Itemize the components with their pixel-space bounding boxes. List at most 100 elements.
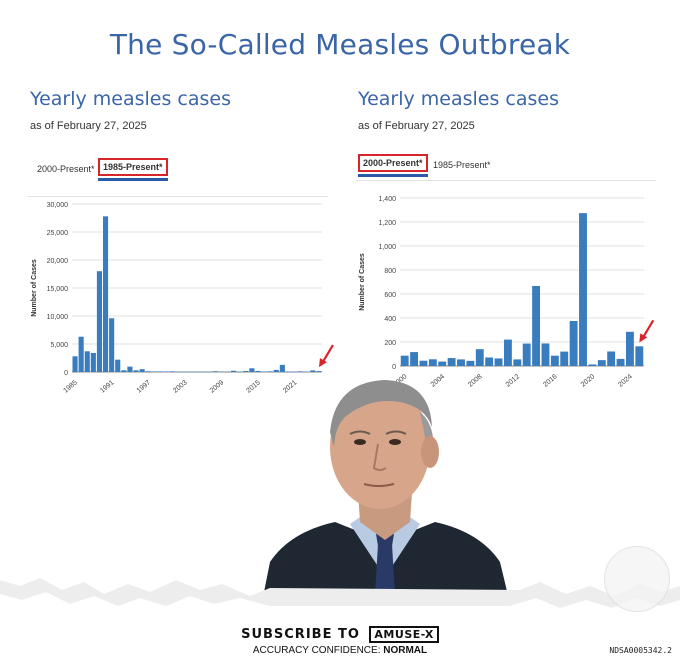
bar — [447, 358, 456, 366]
red-arrow-icon — [639, 319, 655, 343]
y-tick-label: 15,000 — [47, 286, 69, 293]
bar — [310, 370, 316, 372]
red-arrow-icon — [318, 344, 334, 368]
subscribe-banner[interactable]: SUBSCRIBE TO AMUSE-X — [0, 626, 680, 643]
bar — [410, 352, 419, 366]
bar — [109, 318, 115, 372]
bar — [522, 343, 531, 366]
bar — [200, 371, 206, 373]
bar — [560, 351, 569, 366]
bar — [625, 331, 634, 366]
y-tick-label: 0 — [392, 364, 396, 371]
tab-2000-present[interactable]: 2000-Present* — [37, 164, 95, 174]
y-tick-label: 0 — [64, 370, 68, 377]
bar — [550, 355, 559, 366]
bar — [139, 369, 145, 372]
bar — [212, 371, 218, 372]
bar — [206, 371, 212, 373]
tab-divider — [28, 196, 328, 197]
bar — [261, 371, 267, 373]
bar — [285, 371, 292, 373]
bar — [419, 360, 428, 366]
bar — [532, 285, 541, 366]
watermark-seal — [604, 546, 670, 612]
tab-1985-present[interactable]: 1985-Present* — [433, 160, 491, 170]
x-tick-label: 1991 — [99, 379, 116, 394]
y-axis-label: Number of Cases — [31, 259, 38, 317]
tab-2000-present[interactable]: 2000-Present* — [358, 154, 428, 172]
y-axis-label: Number of Cases — [359, 253, 366, 311]
x-tick-label: 2016 — [542, 373, 559, 388]
bar — [485, 357, 494, 366]
active-tab-underline — [98, 178, 168, 181]
bar — [267, 371, 273, 372]
bar — [569, 321, 578, 366]
x-tick-label: 1997 — [136, 379, 153, 394]
bar — [316, 371, 322, 372]
bar — [237, 371, 243, 373]
y-tick-label: 1,000 — [378, 244, 396, 251]
bar — [72, 356, 78, 372]
bar — [588, 364, 597, 366]
bar — [243, 370, 249, 372]
bar — [133, 370, 139, 372]
y-tick-label: 800 — [384, 268, 396, 275]
bar — [255, 370, 261, 372]
bar — [188, 371, 194, 373]
bar — [428, 359, 437, 366]
chart-title: Yearly measles cases — [30, 88, 232, 110]
tab-divider — [356, 180, 656, 181]
bar — [597, 360, 606, 366]
bar — [616, 358, 625, 366]
bar — [90, 352, 96, 372]
bar — [102, 216, 109, 372]
x-tick-label: 2020 — [580, 373, 597, 388]
bar — [466, 360, 475, 366]
y-tick-label: 1,400 — [378, 196, 396, 203]
bar — [182, 371, 188, 373]
subscribe-text: SUBSCRIBE TO — [241, 627, 360, 642]
bar — [438, 361, 447, 366]
bar — [579, 213, 587, 366]
bar — [84, 351, 90, 372]
chart-subtitle: as of February 27, 2025 — [358, 120, 475, 132]
bar — [304, 371, 310, 373]
y-tick-label: 5,000 — [50, 342, 68, 349]
confidence-value: NORMAL — [383, 645, 428, 656]
bar — [457, 359, 465, 366]
bar — [279, 364, 285, 372]
bar — [176, 371, 182, 373]
confidence-label: ACCURACY CONFIDENCE: — [252, 645, 381, 656]
bar — [607, 351, 616, 366]
bar — [218, 371, 224, 373]
bar — [249, 368, 255, 372]
chart-title: Yearly measles cases — [358, 88, 560, 110]
document-id: NDSA0005342.2 — [609, 646, 672, 655]
bar — [541, 343, 550, 366]
torn-paper-edge — [0, 578, 680, 620]
y-tick-label: 10,000 — [47, 314, 69, 321]
accuracy-confidence: ACCURACY CONFIDENCE: NORMAL — [0, 645, 680, 656]
tab-1985-present[interactable]: 1985-Present* — [98, 158, 168, 176]
bar — [121, 370, 127, 372]
bar — [157, 371, 163, 372]
chart-subtitle: as of February 27, 2025 — [30, 120, 147, 132]
bar — [400, 355, 409, 366]
brand-logo: AMUSE-X — [369, 626, 439, 643]
bar — [151, 371, 157, 372]
page-title: The So-Called Measles Outbreak — [109, 28, 571, 61]
bar — [273, 369, 279, 372]
x-tick-label: 1985 — [62, 379, 79, 394]
chart-panel-2000: Yearly measles cases as of February 27, … — [356, 88, 676, 408]
y-tick-label: 20,000 — [47, 258, 69, 265]
y-tick-label: 25,000 — [47, 230, 69, 237]
bar — [292, 371, 298, 373]
bar — [503, 339, 512, 366]
y-tick-label: 30,000 — [47, 202, 69, 209]
bar — [96, 271, 102, 372]
x-tick-label: 2009 — [209, 379, 226, 394]
bar — [224, 371, 231, 373]
bar — [170, 371, 176, 372]
bar — [115, 359, 121, 372]
